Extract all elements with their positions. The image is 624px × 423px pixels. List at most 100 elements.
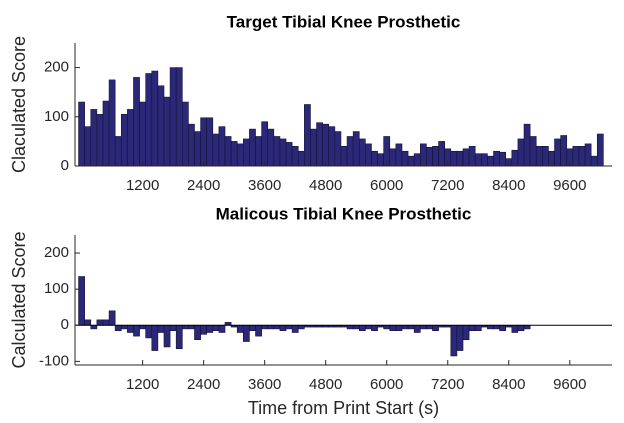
bar xyxy=(273,324,281,330)
bar xyxy=(255,136,262,167)
bar xyxy=(493,150,500,167)
bar xyxy=(249,324,256,331)
bar xyxy=(511,149,519,167)
y-tick-label: -100 xyxy=(39,352,69,369)
x-axis-label: Time from Print Start (s) xyxy=(248,398,439,418)
bar xyxy=(450,324,458,357)
bar xyxy=(102,100,110,167)
bar xyxy=(84,319,92,326)
bar xyxy=(151,70,159,167)
bar xyxy=(267,128,275,167)
bar xyxy=(511,324,519,333)
bar xyxy=(487,324,494,330)
bar xyxy=(517,324,525,331)
bar xyxy=(438,141,445,167)
bar xyxy=(316,122,323,167)
bar xyxy=(206,324,214,333)
bar xyxy=(487,155,494,167)
bar xyxy=(139,324,146,330)
bar xyxy=(426,147,433,167)
x-tick-label: 6000 xyxy=(370,177,403,194)
bar xyxy=(255,324,262,337)
bar xyxy=(413,153,421,167)
bar xyxy=(407,155,415,167)
bar xyxy=(157,324,165,333)
bar xyxy=(560,135,568,167)
bar xyxy=(474,153,482,167)
bar xyxy=(328,126,336,167)
bar xyxy=(267,324,275,330)
bar xyxy=(279,138,287,167)
bar xyxy=(407,324,415,330)
bar xyxy=(395,324,403,331)
chart-title: Malicous Tibial Knee Prosthetic xyxy=(216,204,472,223)
bar xyxy=(310,128,317,167)
bar xyxy=(194,131,201,167)
bar xyxy=(548,150,555,167)
bar xyxy=(419,143,427,167)
x-tick-label: 4800 xyxy=(309,177,342,194)
x-tick-label: 9600 xyxy=(553,177,586,194)
bar xyxy=(206,117,214,167)
bar xyxy=(371,324,378,331)
bar xyxy=(139,101,146,167)
bar xyxy=(200,324,208,335)
bar xyxy=(145,73,153,167)
bar xyxy=(243,138,250,167)
y-tick-label: 100 xyxy=(44,108,69,125)
bar xyxy=(481,153,488,167)
bar xyxy=(218,126,226,167)
bar xyxy=(151,324,159,351)
x-tick-label: 3600 xyxy=(248,177,281,194)
bar xyxy=(194,324,201,341)
bar xyxy=(499,324,507,331)
bar xyxy=(304,104,311,167)
bar xyxy=(377,153,384,167)
bar xyxy=(96,114,104,167)
x-tick-label: 8400 xyxy=(492,177,525,194)
bar xyxy=(90,324,98,330)
bar xyxy=(297,324,305,330)
x-tick-label: 2400 xyxy=(187,177,220,194)
bar xyxy=(535,146,543,167)
bar xyxy=(383,324,391,330)
bar xyxy=(401,150,409,167)
x-tick-label: 7200 xyxy=(431,376,464,393)
y-tick-label: 200 xyxy=(44,244,69,261)
bar xyxy=(133,77,140,167)
bar xyxy=(297,150,305,167)
bar xyxy=(114,324,122,331)
bar xyxy=(352,324,360,330)
bar xyxy=(432,146,439,167)
bar xyxy=(145,324,153,339)
bar xyxy=(169,67,177,167)
bar xyxy=(224,136,232,167)
bar xyxy=(468,324,476,331)
bar xyxy=(96,319,104,326)
bar xyxy=(212,133,220,167)
bar xyxy=(578,146,586,167)
bar xyxy=(243,324,250,342)
bar xyxy=(218,324,226,333)
bar xyxy=(401,324,409,330)
bar xyxy=(432,324,439,331)
bar xyxy=(108,79,116,167)
bar xyxy=(358,138,366,167)
bar xyxy=(426,324,433,330)
bar xyxy=(279,324,287,331)
bar xyxy=(346,136,354,167)
y-axis-label: Calculated Score xyxy=(9,231,29,368)
bar xyxy=(181,324,189,330)
y-axis-label: Claculated Score xyxy=(9,36,29,173)
bar xyxy=(346,324,354,330)
bar xyxy=(261,324,269,330)
bar xyxy=(352,131,360,167)
bar xyxy=(456,324,464,351)
bar xyxy=(114,136,122,167)
bar xyxy=(84,126,92,167)
bar xyxy=(163,96,171,167)
bar xyxy=(419,324,427,330)
x-tick-label: 8400 xyxy=(492,376,525,393)
bar xyxy=(493,324,500,330)
